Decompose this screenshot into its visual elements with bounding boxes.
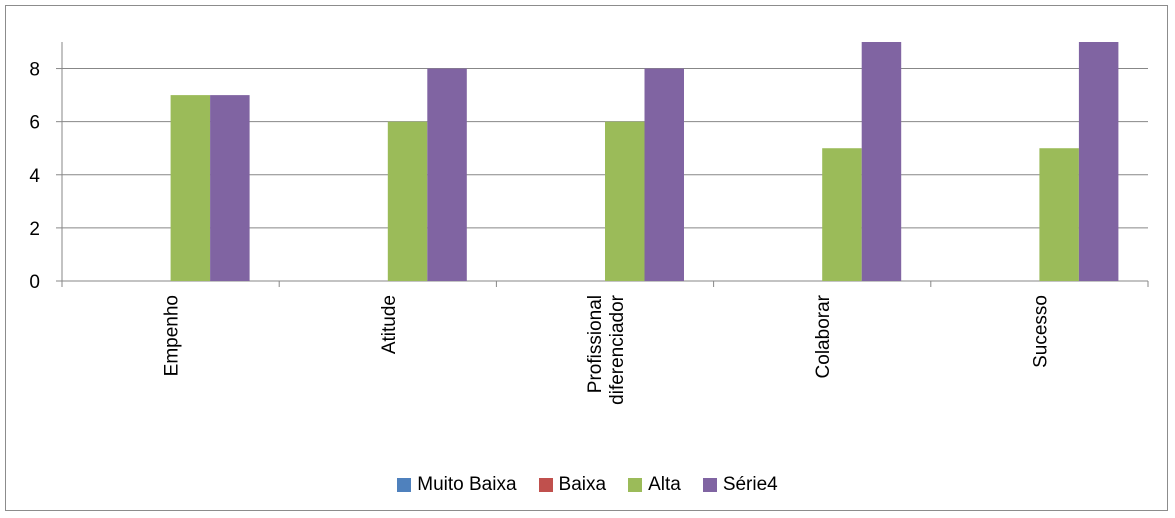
bar-s-rie4-4 <box>861 42 902 281</box>
x-tick-label-1-line-1: Empenho <box>162 295 183 376</box>
legend-swatch-alta <box>628 478 643 492</box>
legend-label-baixa: Baixa <box>558 474 607 495</box>
legend-swatch-baixa <box>538 478 553 492</box>
y-tick-label-4: 4 <box>29 166 40 187</box>
legend-item-baixa: Baixa <box>538 474 607 496</box>
chart-legend: Muito Baixa Baixa Alta Série4 <box>0 470 1175 500</box>
bar-alta-4 <box>822 148 862 281</box>
x-tick-label-5-line-1: Sucesso <box>1030 295 1051 368</box>
x-tick-label-3-line-1: Profissional <box>585 295 606 393</box>
bar-alta-5 <box>1039 148 1079 281</box>
legend-item-muito-baixa: Muito Baixa <box>397 474 517 496</box>
legend-label-s-rie4: Série4 <box>722 474 778 495</box>
legend-swatch-s-rie4 <box>702 478 717 492</box>
y-tick-label-2: 2 <box>29 219 40 240</box>
legend-label-muito-baixa: Muito Baixa <box>417 474 517 495</box>
bar-alta-3 <box>605 121 645 282</box>
y-tick-label-8: 8 <box>29 60 40 81</box>
x-tick-label-3-line-2: diferenciador <box>607 294 628 405</box>
y-tick-label-6: 6 <box>29 113 40 134</box>
legend-item-s-rie4: Série4 <box>702 474 778 496</box>
x-tick-label-2-line-1: Atitude <box>379 295 400 354</box>
x-tick-label-4-line-1: Colaborar <box>813 294 834 378</box>
bar-alta-1 <box>170 95 211 281</box>
y-tick-label-0: 0 <box>29 272 40 293</box>
bar-alta-2 <box>387 121 428 282</box>
legend-label-alta: Alta <box>648 474 681 495</box>
bar-s-rie4-3 <box>644 68 684 281</box>
bar-s-rie4-2 <box>427 68 467 281</box>
legend-swatch-muito-baixa <box>397 478 412 492</box>
legend-item-alta: Alta <box>628 474 681 496</box>
bar-s-rie4-5 <box>1078 42 1119 281</box>
bar-s-rie4-1 <box>210 95 250 281</box>
